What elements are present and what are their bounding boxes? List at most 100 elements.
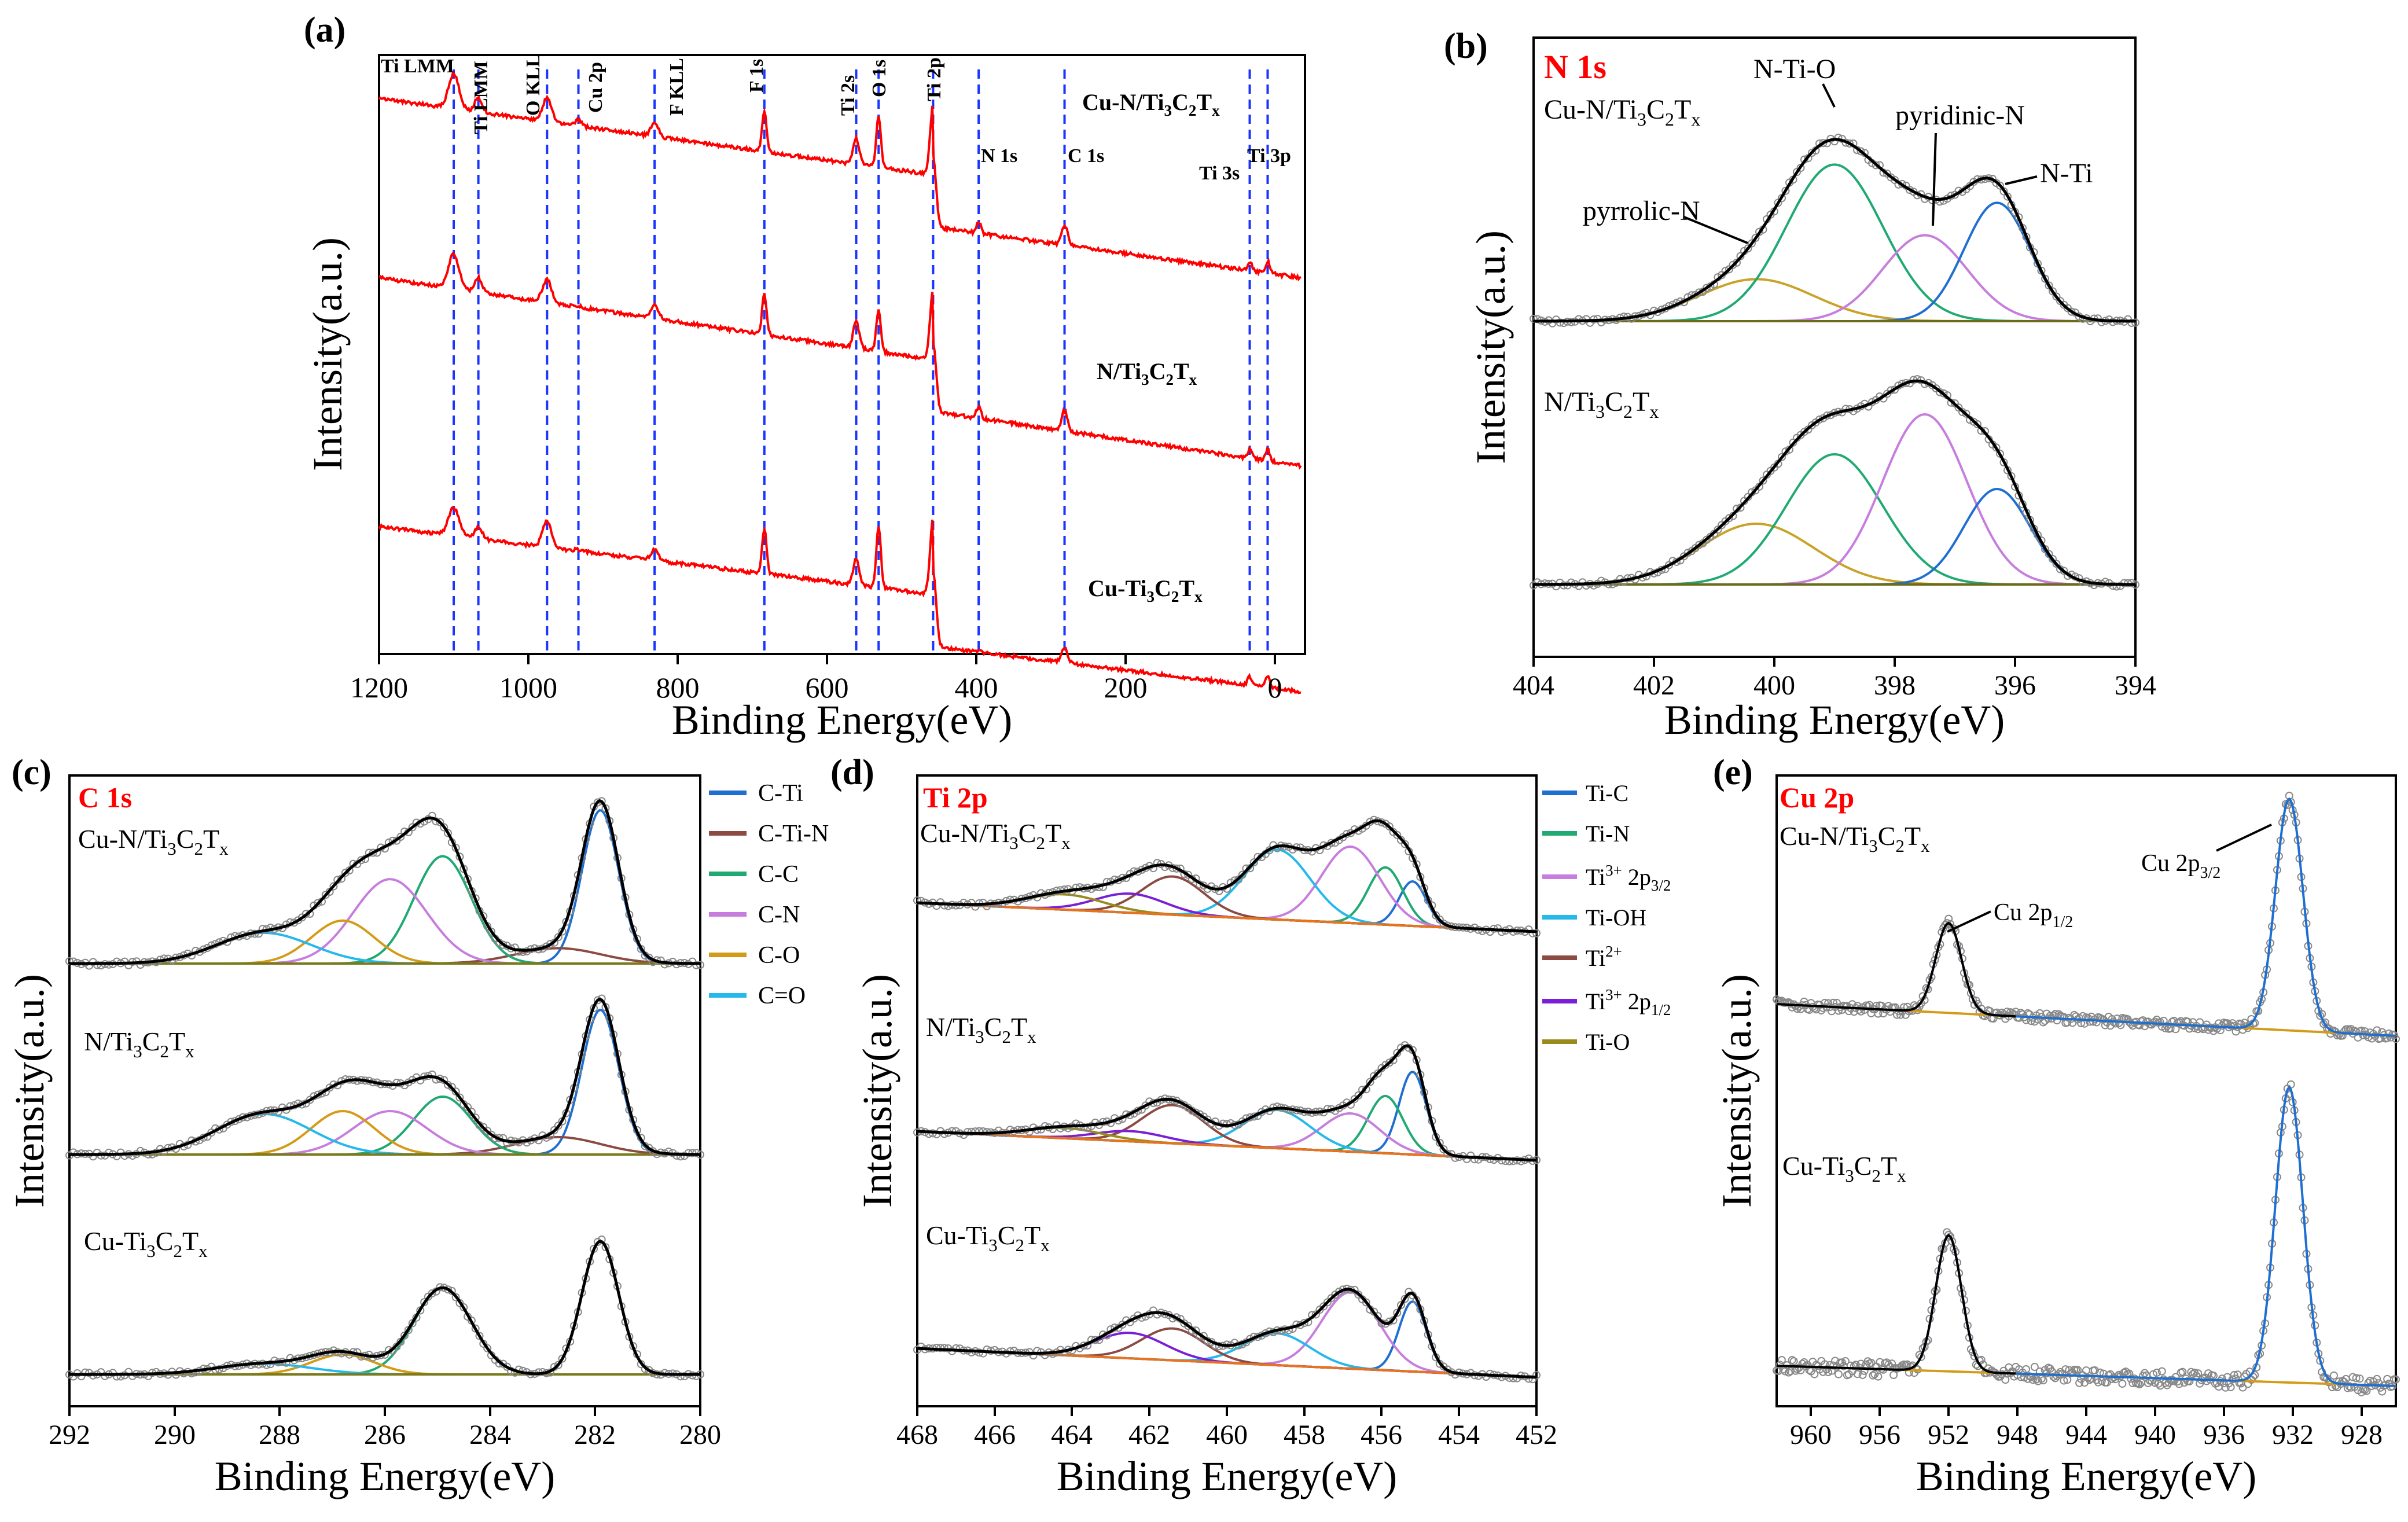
b-tick-398: 398 xyxy=(1874,670,1916,701)
panel-a: (a) Ti LMM Ti LMM O KLL Cu 2p F KLL F 1s… xyxy=(304,10,1306,743)
data-point xyxy=(314,899,322,907)
c-tick-282: 282 xyxy=(574,1420,616,1450)
panel-a-tag: (a) xyxy=(304,10,345,50)
data-point xyxy=(1748,239,1756,248)
data-point xyxy=(1354,1291,1363,1299)
component-c-o-1 xyxy=(69,919,700,965)
data-point xyxy=(558,1354,567,1363)
b-tick-394: 394 xyxy=(2115,670,2156,701)
data-point xyxy=(1470,1155,1479,1164)
data-point xyxy=(1777,1356,1786,1365)
data-point xyxy=(1856,147,1865,156)
data-point xyxy=(1532,929,1541,938)
data-point xyxy=(2330,1371,2338,1380)
envelope-fit-2 xyxy=(1776,1234,2016,1375)
panel-d-tag: (d) xyxy=(830,753,874,792)
legend-ti-c: Ti-C xyxy=(1586,780,1628,806)
data-point xyxy=(1373,1069,1382,1078)
raw-data-points-3 xyxy=(65,1235,704,1381)
data-point xyxy=(1311,1310,1320,1319)
panel-a-peak-lines xyxy=(453,69,1269,654)
data-point xyxy=(546,939,555,948)
arrow-n-ti-o xyxy=(1822,83,1836,108)
data-point xyxy=(1249,858,1258,867)
data-point xyxy=(2067,307,2076,316)
component-ti-c-2 xyxy=(917,1070,1537,1161)
data-point xyxy=(2090,1366,2099,1374)
data-point xyxy=(475,1332,484,1340)
panel-d-frame xyxy=(916,774,1538,1407)
ann-pyrrolic-n: pyrrolic-N xyxy=(1583,196,1700,226)
data-point xyxy=(1079,1123,1088,1131)
panel-c-sample-1: Cu-N/Ti3C2Tx xyxy=(78,824,229,859)
panel-d-sample-1: Cu-N/Ti3C2Tx xyxy=(920,818,1071,853)
data-point xyxy=(2131,318,2139,327)
data-point xyxy=(1744,244,1752,253)
data-point xyxy=(2083,1373,2092,1382)
a-tick-600: 600 xyxy=(806,671,849,704)
panel-b-sample-2: N/Ti3C2Tx xyxy=(1544,387,1659,422)
e-tick-932: 932 xyxy=(2272,1420,2314,1450)
panel-e-annotations: Cu 2p1/2 Cu 2p3/2 xyxy=(1947,824,2272,933)
data-point xyxy=(1393,1308,1402,1317)
peak-label-f-1s: F 1s xyxy=(746,59,767,93)
panel-a-xlabel: Binding Energy(eV) xyxy=(672,697,1013,743)
peak-label-ti-2p: Ti 2p xyxy=(924,57,945,101)
data-point xyxy=(105,1148,113,1157)
peak-label-ti-lmm-2: Ti LMM xyxy=(470,61,492,134)
d-tick-452: 452 xyxy=(1516,1420,1557,1450)
data-point xyxy=(1153,1310,1161,1319)
data-point xyxy=(444,829,452,837)
data-point xyxy=(396,833,405,841)
data-point xyxy=(1841,1357,1850,1366)
data-point xyxy=(1944,1230,1953,1239)
data-point xyxy=(2178,1367,2187,1376)
data-point xyxy=(1810,1370,1819,1378)
data-point xyxy=(1366,1078,1374,1086)
data-point xyxy=(2030,1363,2039,1372)
data-point xyxy=(120,1152,129,1160)
panel-e-title: Cu 2p xyxy=(1780,781,1854,814)
data-point xyxy=(951,1344,960,1352)
data-point xyxy=(1582,581,1590,590)
panel-b: (b) N 1s Cu-N/Ti3C2Tx N/Ti3C2Tx N-Ti-O p… xyxy=(1444,27,2156,743)
data-point xyxy=(1273,1102,1281,1111)
peak-label-n-1s: N 1s xyxy=(981,145,1017,167)
data-point xyxy=(1872,161,1880,170)
e-tick-928: 928 xyxy=(2341,1420,2383,1450)
c-tick-286: 286 xyxy=(364,1420,406,1450)
panel-c-tag: (c) xyxy=(12,753,52,792)
panel-c-sample-2: N/Ti3C2Tx xyxy=(84,1027,194,1061)
component-c-ti-2 xyxy=(69,1009,700,1156)
a-tick-1000: 1000 xyxy=(499,671,557,704)
data-point xyxy=(1056,1124,1065,1133)
arrow-cu-2p12 xyxy=(1947,910,1991,933)
data-point xyxy=(1778,453,1786,461)
data-point xyxy=(1884,1361,1893,1369)
arrow-n-ti xyxy=(2005,175,2038,185)
data-point xyxy=(357,856,366,865)
panel-d-sample-2: N/Ti3C2Tx xyxy=(926,1012,1036,1047)
panel-e-sample-2: Cu-Ti3C2Tx xyxy=(1782,1151,1906,1186)
peak-label-ti-3p: Ti 3p xyxy=(1247,145,1291,167)
data-point xyxy=(2385,1029,2394,1038)
component-n-ti-o-2 xyxy=(1534,453,2135,586)
data-point xyxy=(519,948,527,957)
data-point xyxy=(1505,1373,1514,1382)
panel-a-ylabel: Intensity(a.u.) xyxy=(304,237,351,471)
e-tick-960: 960 xyxy=(1790,1420,1832,1450)
data-point xyxy=(2028,1376,2037,1384)
component-fit-2 xyxy=(1776,1085,2396,1387)
data-point xyxy=(1528,929,1537,938)
c-tick-288: 288 xyxy=(259,1420,300,1450)
envelope-fit-2 xyxy=(917,1044,1537,1162)
panel-c: (c) C 1s Cu-N/Ti3C2Tx N/Ti3C2Tx Cu-Ti3C2… xyxy=(6,753,829,1499)
data-point xyxy=(1362,1298,1370,1307)
data-point xyxy=(1524,1374,1533,1383)
data-point xyxy=(2021,1365,2030,1373)
panel-d-fit-curves xyxy=(913,815,1541,1384)
panel-b-ylabel: Intensity(a.u.) xyxy=(1468,230,1514,464)
data-point xyxy=(451,1087,460,1096)
e-tick-948: 948 xyxy=(1997,1420,2038,1450)
panel-e: (e) Cu 2p Cu-N/Ti3C2Tx Cu-Ti3C2Tx Cu 2p1… xyxy=(1713,753,2400,1499)
